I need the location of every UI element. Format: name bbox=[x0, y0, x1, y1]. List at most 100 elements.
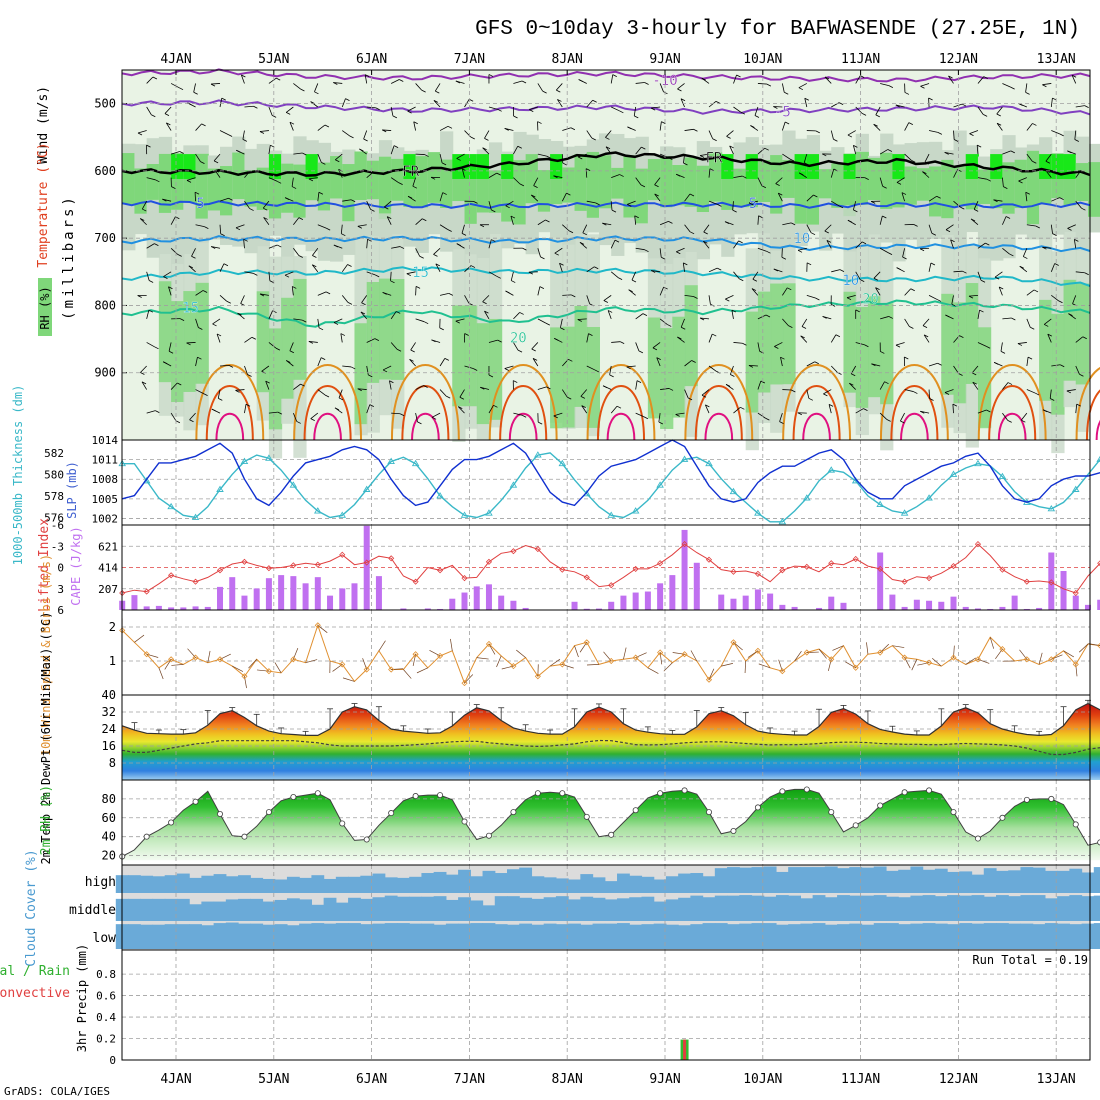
wind-barb bbox=[154, 243, 159, 246]
wind-barb bbox=[838, 102, 844, 105]
wind-barb bbox=[736, 74, 741, 78]
rh2m-tick-label: 40 bbox=[102, 830, 116, 844]
wind-barb bbox=[516, 649, 526, 658]
wind-barb bbox=[847, 134, 853, 138]
rh2m-point bbox=[950, 809, 957, 816]
rh-shading bbox=[1002, 162, 1016, 214]
wind-barb bbox=[461, 168, 465, 178]
wind-barb bbox=[651, 270, 661, 273]
precip-tick-label: 0.6 bbox=[96, 990, 116, 1003]
wind-barb bbox=[175, 420, 181, 424]
rh2m-point bbox=[632, 807, 639, 814]
wind-barb bbox=[1000, 342, 1003, 352]
isotherm-warm bbox=[792, 385, 841, 441]
wind-barb bbox=[751, 288, 759, 296]
isotherm-label: FR bbox=[705, 150, 722, 166]
wind-barb bbox=[586, 99, 593, 108]
cloud-low-bar bbox=[433, 924, 447, 949]
wind-barb bbox=[818, 648, 827, 659]
wind-barb bbox=[459, 389, 465, 398]
wind-barb bbox=[291, 186, 297, 189]
thickness-point bbox=[998, 472, 1007, 480]
cloud-row-label: high bbox=[85, 875, 116, 890]
wind-barb bbox=[607, 310, 612, 320]
cloud-low-bar bbox=[971, 923, 985, 949]
isotherm-warm bbox=[313, 412, 342, 441]
cape-bar bbox=[351, 583, 358, 610]
isotherm-warm bbox=[1085, 389, 1100, 441]
rh-shading bbox=[476, 169, 490, 213]
wind-barb bbox=[999, 286, 1004, 290]
wind-barb bbox=[619, 110, 624, 114]
wind-barb bbox=[617, 277, 623, 280]
wind-barb bbox=[652, 342, 661, 349]
wind-barb bbox=[764, 147, 769, 151]
wind-barb bbox=[244, 404, 247, 414]
wind-barb bbox=[289, 342, 294, 351]
wind-barb bbox=[993, 199, 998, 203]
cloud-middle-bar bbox=[568, 899, 581, 921]
rh-shading bbox=[831, 163, 845, 208]
wind-barb bbox=[207, 650, 211, 663]
wind-point bbox=[192, 654, 199, 661]
cloud-high-bar bbox=[335, 876, 349, 893]
lifted-index-point bbox=[1048, 579, 1055, 586]
wind-barb bbox=[879, 412, 887, 420]
cloud-high-bar bbox=[238, 875, 251, 893]
wind-barb bbox=[390, 311, 397, 320]
wind-barb bbox=[488, 271, 497, 277]
ylabel-lifted-index: Lifted Index bbox=[37, 518, 52, 612]
wind-barb bbox=[261, 365, 270, 372]
wind-barb bbox=[413, 121, 417, 131]
rh2m-point bbox=[510, 809, 517, 816]
wind-barb bbox=[634, 215, 639, 219]
wind-barb bbox=[545, 219, 550, 223]
wind-point bbox=[265, 668, 272, 675]
wind-barb bbox=[605, 146, 611, 150]
wind-barb bbox=[851, 373, 856, 377]
wind-barb bbox=[1027, 356, 1033, 360]
wind-barb bbox=[684, 389, 689, 398]
wind-barb bbox=[592, 99, 597, 103]
wind-barb bbox=[1002, 317, 1012, 320]
wind-barb bbox=[1025, 83, 1028, 93]
wind-barb bbox=[350, 199, 356, 203]
wind-barb bbox=[808, 397, 814, 401]
cloud-low-bar bbox=[262, 924, 276, 949]
wind-barb bbox=[155, 179, 160, 183]
cloud-high-bar bbox=[678, 873, 691, 893]
rh-shading bbox=[904, 166, 918, 205]
wind-barb bbox=[923, 334, 930, 343]
wind-barb bbox=[458, 406, 463, 409]
wind-barb bbox=[888, 85, 894, 88]
isotherm-warm bbox=[1095, 420, 1100, 441]
rh-shading bbox=[660, 328, 674, 429]
wind-barb bbox=[389, 380, 394, 384]
wind-barb bbox=[325, 291, 331, 295]
wind-barb bbox=[510, 215, 516, 219]
wind-barb bbox=[950, 239, 955, 243]
wind-barb bbox=[687, 397, 693, 401]
slp-tick-label: 1008 bbox=[92, 473, 119, 486]
wind-barb bbox=[195, 357, 198, 367]
rh-shading bbox=[537, 170, 552, 212]
wind-barb bbox=[971, 372, 977, 376]
wind-barb bbox=[586, 333, 589, 343]
wind-barb bbox=[560, 327, 565, 331]
wind-barb bbox=[717, 267, 722, 271]
wind-barb bbox=[243, 239, 245, 249]
thickness-point bbox=[876, 500, 884, 508]
cloud-middle-bar bbox=[788, 895, 801, 921]
wind-barb bbox=[1078, 643, 1089, 653]
wind-barb bbox=[396, 311, 401, 314]
cloud-high-bar bbox=[1044, 870, 1058, 893]
wind-barb bbox=[953, 130, 955, 140]
wind-barb bbox=[510, 215, 514, 225]
wind-barb bbox=[797, 247, 807, 251]
wind-barb bbox=[513, 312, 520, 320]
cloud-low-bar bbox=[739, 923, 753, 949]
wind-barb bbox=[318, 327, 324, 331]
cloud-high-bar bbox=[1020, 867, 1034, 893]
wind-barb bbox=[1017, 343, 1023, 346]
wind-barb bbox=[513, 80, 523, 84]
